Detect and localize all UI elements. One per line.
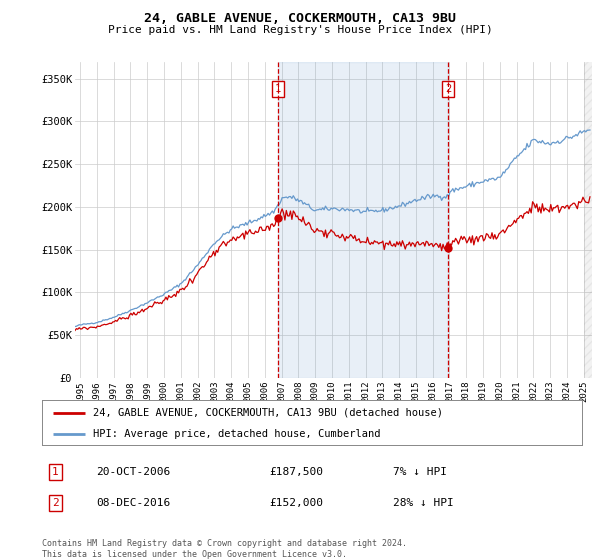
Text: 24, GABLE AVENUE, COCKERMOUTH, CA13 9BU (detached house): 24, GABLE AVENUE, COCKERMOUTH, CA13 9BU … xyxy=(94,408,443,418)
Text: Contains HM Land Registry data © Crown copyright and database right 2024.
This d: Contains HM Land Registry data © Crown c… xyxy=(42,539,407,559)
Text: 1: 1 xyxy=(275,84,281,94)
Text: 1: 1 xyxy=(52,466,59,477)
Text: HPI: Average price, detached house, Cumberland: HPI: Average price, detached house, Cumb… xyxy=(94,428,381,438)
Bar xyxy=(278,62,448,378)
Text: £187,500: £187,500 xyxy=(269,466,323,477)
Text: 28% ↓ HPI: 28% ↓ HPI xyxy=(393,498,454,508)
Text: 08-DEC-2016: 08-DEC-2016 xyxy=(96,498,170,508)
Text: 24, GABLE AVENUE, COCKERMOUTH, CA13 9BU: 24, GABLE AVENUE, COCKERMOUTH, CA13 9BU xyxy=(144,12,456,25)
Text: £152,000: £152,000 xyxy=(269,498,323,508)
Text: Price paid vs. HM Land Registry's House Price Index (HPI): Price paid vs. HM Land Registry's House … xyxy=(107,25,493,35)
Text: 2: 2 xyxy=(52,498,59,508)
Text: 2: 2 xyxy=(445,84,451,94)
Text: 20-OCT-2006: 20-OCT-2006 xyxy=(96,466,170,477)
Text: 7% ↓ HPI: 7% ↓ HPI xyxy=(393,466,447,477)
Bar xyxy=(584,62,600,378)
